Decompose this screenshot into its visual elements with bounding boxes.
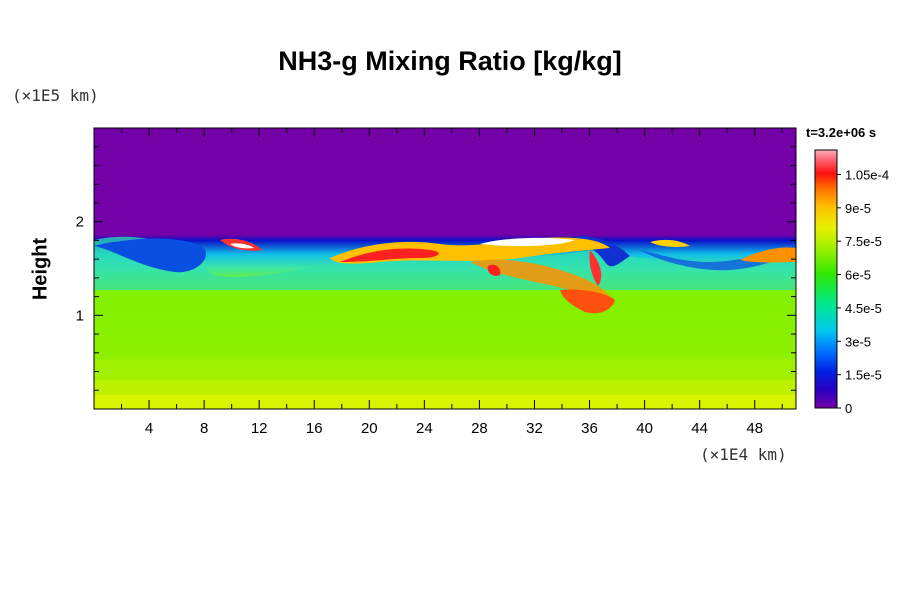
colorbar <box>814 149 838 409</box>
colorbar-tick-label: 0 <box>845 401 852 416</box>
colorbar-tick-label: 3e-5 <box>845 334 871 349</box>
colorbar-tick-label: 1.05e-4 <box>845 167 889 182</box>
x-tick-label: 16 <box>306 420 323 437</box>
x-tick-label: 24 <box>416 420 433 437</box>
x-tick-label: 28 <box>471 420 488 437</box>
time-label: t=3.2e+06 s <box>806 125 877 140</box>
y-tick-label: 2 <box>76 214 84 231</box>
x-tick-label: 32 <box>526 420 543 437</box>
x-tick-label: 36 <box>581 420 598 437</box>
x-axis-unit: (×1E4 km) <box>700 445 787 464</box>
y-tick-label: 1 <box>76 307 84 324</box>
chart-title: NH3-g Mixing Ratio [kg/kg] <box>278 46 622 76</box>
heatmap-blue-eddy <box>640 248 796 271</box>
heatmap-field <box>94 128 796 409</box>
heatmap-warm-filament <box>470 259 615 305</box>
x-tick-label: 8 <box>200 420 208 437</box>
heatmap-hot-streak <box>340 248 439 262</box>
y-axis: 12 <box>76 146 796 391</box>
plot-frame <box>93 127 797 410</box>
heatmap-warm-filament <box>650 239 690 247</box>
colorbar-tick-label: 9e-5 <box>845 201 871 216</box>
heatmap-band <box>94 380 796 395</box>
x-tick-label: 20 <box>361 420 378 437</box>
x-tick-label: 40 <box>636 420 653 437</box>
y-axis-unit: (×1E5 km) <box>12 86 99 105</box>
x-axis: 4 8 12 16 20 24 28 32 36 40 44 48 <box>121 128 783 437</box>
heatmap-band <box>94 360 796 380</box>
colorbar-tick-label: 6e-5 <box>845 268 871 283</box>
x-tick-label: 48 <box>746 420 763 437</box>
x-tick-label: 12 <box>251 420 268 437</box>
heatmap-hot-streak <box>589 250 602 286</box>
x-tick-label: 4 <box>145 420 153 437</box>
heatmap-hot-streak <box>560 289 615 314</box>
plot-border <box>93 127 797 410</box>
heatmap-blue-eddy <box>560 236 630 267</box>
heatmap-warm-filament <box>740 247 796 263</box>
heatmap-cyan-layer <box>94 236 796 290</box>
colorbar-tick-label: 7.5e-5 <box>845 234 882 249</box>
heatmap-peak-streak <box>480 237 575 247</box>
heatmap-hot-streak <box>487 264 501 276</box>
heatmap-peak-streak <box>230 243 254 249</box>
heatmap-blue-eddy <box>94 238 206 273</box>
colorbar-tick-label: 1.5e-5 <box>845 368 882 383</box>
x-tick-label: 44 <box>691 420 708 437</box>
colorbar-ticks: 0 1.5e-5 3e-5 4.5e-5 6e-5 7.5e-5 9e-5 1.05e-4 <box>837 167 889 416</box>
colorbar-tick-label: 4.5e-5 <box>845 301 882 316</box>
heatmap-band <box>94 395 796 409</box>
